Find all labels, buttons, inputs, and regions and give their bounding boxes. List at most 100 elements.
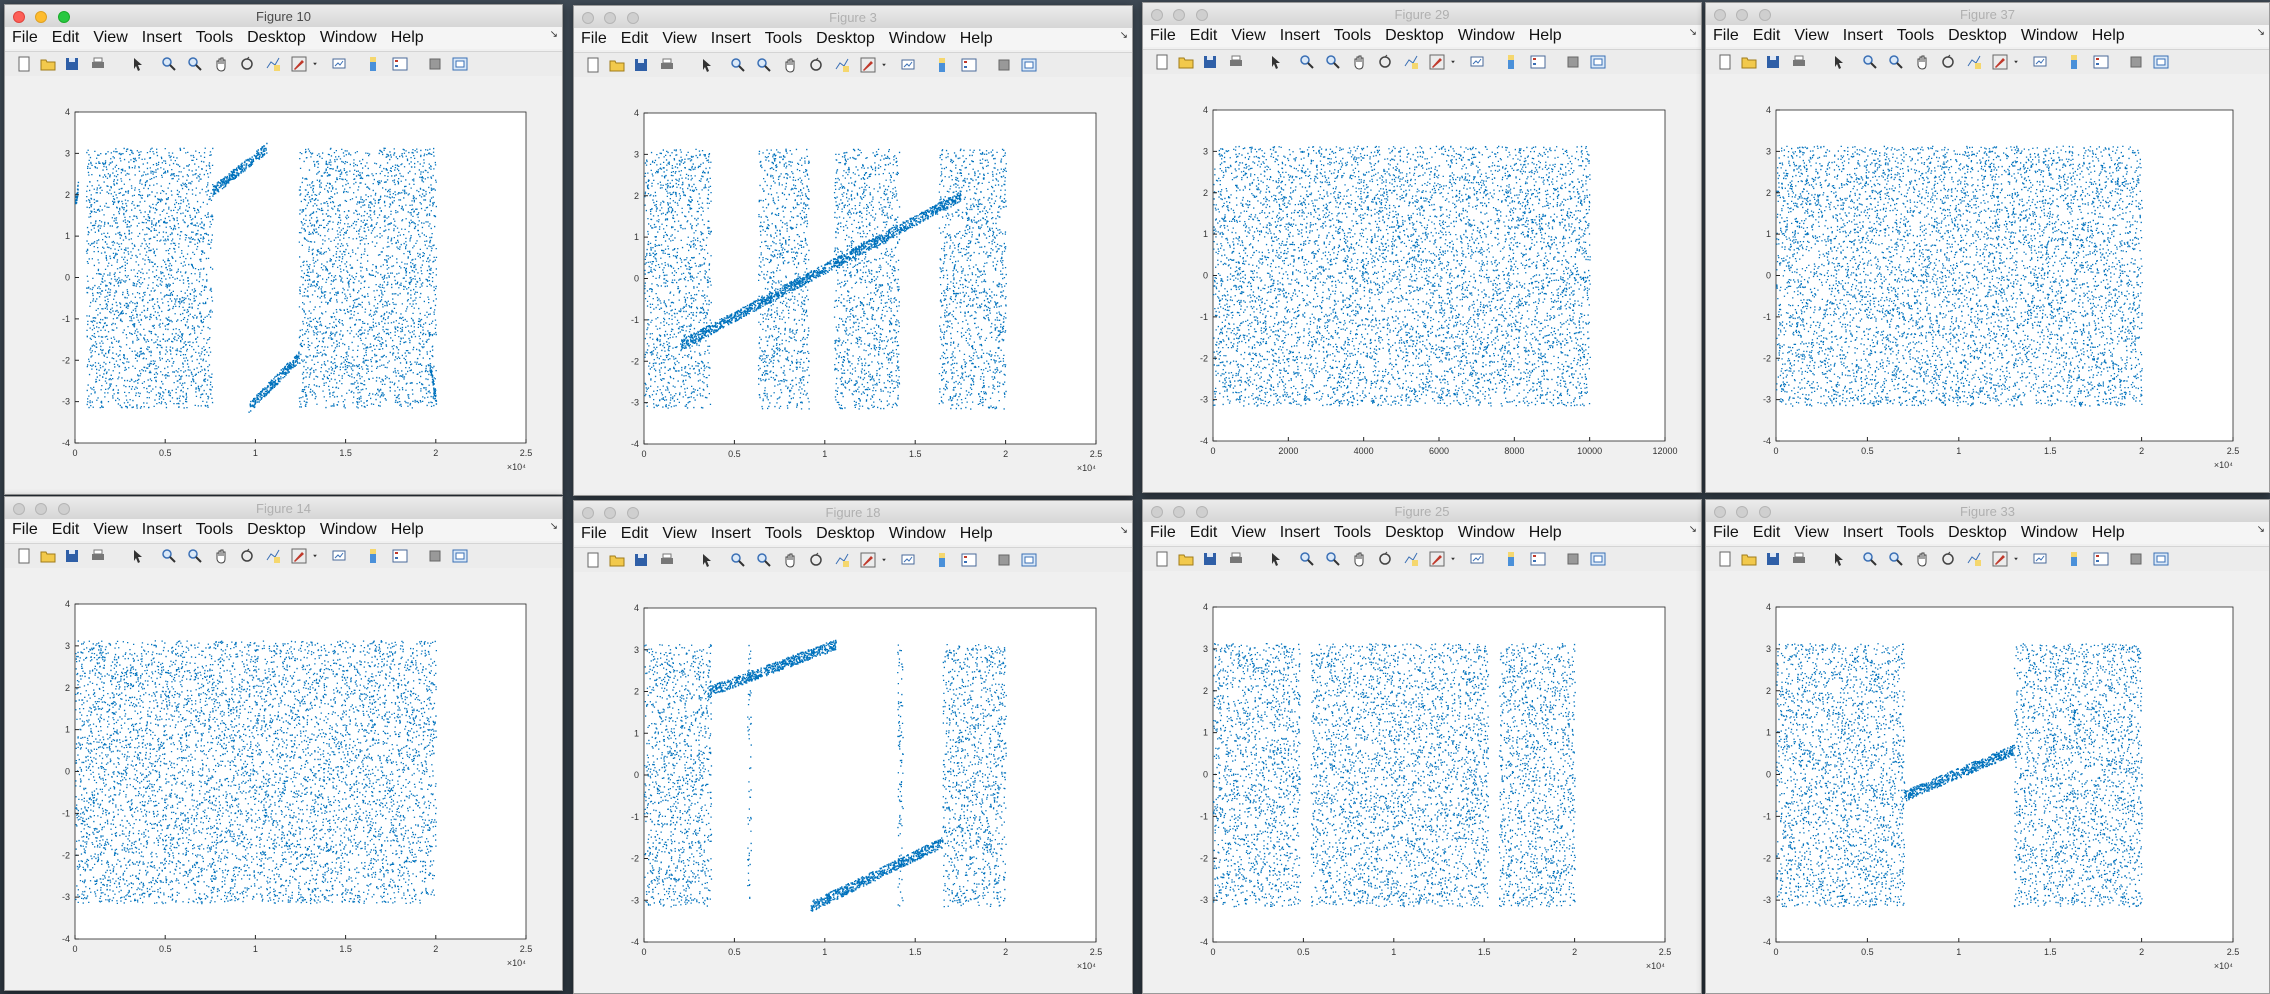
colorbar-icon[interactable]: [2065, 550, 2083, 567]
rotate-3d-icon[interactable]: [1376, 53, 1394, 70]
rotate-3d-icon[interactable]: [807, 56, 825, 73]
menu-insert[interactable]: Insert: [1279, 27, 1320, 44]
zoom-out-icon[interactable]: [755, 551, 773, 568]
zoom-out-icon[interactable]: [755, 56, 773, 73]
close-button[interactable]: [582, 507, 594, 519]
menu-tools[interactable]: Tools: [1333, 27, 1372, 44]
dock-arrow-icon[interactable]: ↘: [2256, 524, 2265, 535]
menu-file[interactable]: File: [1713, 27, 1739, 44]
save-icon[interactable]: [63, 547, 81, 564]
brush-icon[interactable]: [1991, 550, 2009, 567]
new-figure-icon[interactable]: [1716, 53, 1734, 70]
dock-arrow-icon[interactable]: ↘: [1119, 525, 1128, 536]
menu-file[interactable]: File: [1713, 524, 1739, 541]
colorbar-icon[interactable]: [933, 551, 951, 568]
hide-plot-tools-icon[interactable]: [1564, 550, 1582, 567]
print-icon[interactable]: [89, 55, 107, 72]
pan-icon[interactable]: [1913, 53, 1931, 70]
menu-window[interactable]: Window: [319, 29, 377, 46]
menu-window[interactable]: Window: [1457, 27, 1515, 44]
menu-view[interactable]: View: [662, 30, 697, 47]
new-figure-icon[interactable]: [15, 55, 33, 72]
menu-help[interactable]: Help: [1528, 27, 1562, 44]
scatter-chart[interactable]: 0 0.5 1 1.5 2 2.5 -4 -3 -2 -1 0 1 2 3 4 ×10⁴: [1706, 571, 2269, 994]
menu-tools[interactable]: Tools: [195, 29, 234, 46]
zoom-button[interactable]: [57, 503, 70, 515]
menu-tools[interactable]: Tools: [195, 521, 234, 538]
title-bar[interactable]: Figure 33: [1706, 500, 2269, 523]
minimize-button[interactable]: [35, 11, 48, 23]
open-file-icon[interactable]: [608, 551, 626, 568]
zoom-button[interactable]: [1195, 506, 1208, 518]
print-icon[interactable]: [1227, 53, 1245, 70]
pan-icon[interactable]: [781, 56, 799, 73]
show-plot-tools-icon[interactable]: [451, 547, 469, 564]
pointer-icon[interactable]: [1267, 53, 1285, 70]
menu-window[interactable]: Window: [2020, 524, 2078, 541]
menu-view[interactable]: View: [662, 525, 697, 542]
dock-arrow-icon[interactable]: ↘: [549, 29, 558, 40]
link-plot-icon[interactable]: [1468, 53, 1486, 70]
menu-edit[interactable]: Edit: [51, 521, 80, 538]
pointer-icon[interactable]: [1267, 550, 1285, 567]
pointer-icon[interactable]: [698, 56, 716, 73]
figure-window-7[interactable]: Figure 25 File Edit View Insert Tools Desktop…: [1142, 499, 1702, 994]
menu-insert[interactable]: Insert: [141, 29, 182, 46]
scatter-chart[interactable]: 0 2000 4000 6000 8000 10000 12000 -4 -3 -2 -1 0 1 2 3 4: [1143, 74, 1701, 493]
menu-window[interactable]: Window: [888, 30, 946, 47]
link-plot-icon[interactable]: [330, 547, 348, 564]
dropdown-arrow-icon[interactable]: [1448, 53, 1458, 70]
show-plot-tools-icon[interactable]: [1589, 53, 1607, 70]
pan-icon[interactable]: [212, 547, 230, 564]
menu-desktop[interactable]: Desktop: [1385, 524, 1444, 541]
save-icon[interactable]: [1201, 53, 1219, 70]
zoom-button[interactable]: [626, 507, 639, 519]
menu-view[interactable]: View: [1231, 27, 1266, 44]
minimize-button[interactable]: [35, 503, 48, 515]
minimize-button[interactable]: [1736, 506, 1749, 518]
menu-file[interactable]: File: [12, 521, 38, 538]
colorbar-icon[interactable]: [364, 547, 382, 564]
open-file-icon[interactable]: [1177, 550, 1195, 567]
legend-icon[interactable]: [1529, 53, 1547, 70]
new-figure-icon[interactable]: [1153, 550, 1171, 567]
print-icon[interactable]: [1790, 550, 1808, 567]
open-file-icon[interactable]: [608, 56, 626, 73]
link-plot-icon[interactable]: [899, 551, 917, 568]
print-icon[interactable]: [658, 551, 676, 568]
title-bar[interactable]: Figure 3: [574, 6, 1132, 29]
zoom-button[interactable]: [626, 12, 639, 24]
menu-edit[interactable]: Edit: [620, 525, 649, 542]
rotate-3d-icon[interactable]: [238, 55, 256, 72]
minimize-button[interactable]: [604, 12, 617, 24]
title-bar[interactable]: Figure 14: [5, 497, 562, 520]
menu-tools[interactable]: Tools: [1896, 27, 1935, 44]
show-plot-tools-icon[interactable]: [451, 55, 469, 72]
brush-icon[interactable]: [290, 547, 308, 564]
hide-plot-tools-icon[interactable]: [2127, 550, 2145, 567]
save-icon[interactable]: [632, 56, 650, 73]
menu-file[interactable]: File: [581, 30, 607, 47]
menu-window[interactable]: Window: [2020, 27, 2078, 44]
menu-help[interactable]: Help: [2091, 524, 2125, 541]
menu-edit[interactable]: Edit: [1752, 27, 1781, 44]
open-file-icon[interactable]: [39, 55, 57, 72]
hide-plot-tools-icon[interactable]: [995, 551, 1013, 568]
pointer-icon[interactable]: [1830, 53, 1848, 70]
colorbar-icon[interactable]: [2065, 53, 2083, 70]
zoom-button[interactable]: [1758, 506, 1771, 518]
pointer-icon[interactable]: [129, 55, 147, 72]
close-button[interactable]: [1714, 506, 1726, 518]
show-plot-tools-icon[interactable]: [2152, 53, 2170, 70]
menu-insert[interactable]: Insert: [1842, 27, 1883, 44]
menu-tools[interactable]: Tools: [1896, 524, 1935, 541]
zoom-in-icon[interactable]: [1861, 53, 1879, 70]
link-plot-icon[interactable]: [2031, 53, 2049, 70]
scatter-chart[interactable]: 0 0.5 1 1.5 2 2.5 -4 -3 -2 -1 0 1 2 3 4 ×10⁴: [5, 76, 562, 495]
legend-icon[interactable]: [2092, 550, 2110, 567]
close-button[interactable]: [1714, 9, 1726, 21]
rotate-3d-icon[interactable]: [238, 547, 256, 564]
zoom-in-icon[interactable]: [160, 55, 178, 72]
data-cursor-icon[interactable]: [833, 56, 851, 73]
zoom-out-icon[interactable]: [1887, 53, 1905, 70]
